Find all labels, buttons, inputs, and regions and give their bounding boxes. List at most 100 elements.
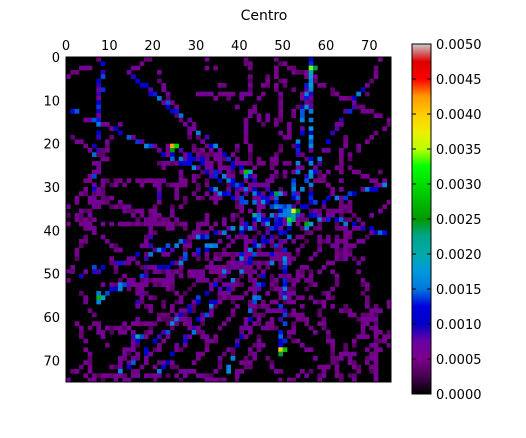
heatmap-cell xyxy=(204,373,210,379)
heatmap-cell xyxy=(304,230,310,236)
heatmap-cell xyxy=(222,191,227,197)
heatmap-cell xyxy=(287,65,292,71)
heatmap-cell xyxy=(347,312,353,318)
heatmap-cell xyxy=(74,109,80,114)
heatmap-cell xyxy=(113,126,119,132)
heatmap-cell xyxy=(386,304,392,309)
heatmap-cell xyxy=(365,295,370,301)
heatmap-cell xyxy=(196,317,201,322)
heatmap-cell xyxy=(252,200,258,205)
heatmap-cell xyxy=(152,377,158,383)
heatmap-cell xyxy=(226,347,232,353)
heatmap-cell xyxy=(235,377,240,383)
heatmap-cell xyxy=(343,139,349,145)
heatmap-cell xyxy=(321,178,327,184)
heatmap-cell xyxy=(204,213,210,218)
heatmap-cell xyxy=(226,156,232,162)
heatmap-cell xyxy=(79,208,84,214)
heatmap-cell xyxy=(183,247,188,253)
heatmap-cell xyxy=(308,70,314,75)
heatmap-cell xyxy=(161,87,167,93)
heatmap-cell xyxy=(313,282,318,288)
heatmap-cell xyxy=(235,373,240,379)
heatmap-cell xyxy=(191,174,197,179)
heatmap-cell xyxy=(230,91,236,97)
heatmap-cell xyxy=(230,239,236,244)
heatmap-cell xyxy=(213,334,219,340)
heatmap-cell xyxy=(282,61,288,67)
heatmap-cell xyxy=(352,100,357,106)
heatmap-cell xyxy=(191,369,197,374)
heatmap-cell xyxy=(191,126,197,132)
heatmap-cell xyxy=(196,156,201,162)
heatmap-cell xyxy=(170,182,175,188)
heatmap-cell xyxy=(261,269,266,275)
heatmap-cell xyxy=(282,265,288,270)
heatmap-cell xyxy=(209,304,214,309)
heatmap-cell xyxy=(235,156,240,162)
heatmap-cell xyxy=(70,109,76,114)
heatmap-cell xyxy=(265,304,271,309)
heatmap-cell xyxy=(191,273,197,279)
heatmap-cell xyxy=(178,369,184,374)
heatmap-cell xyxy=(100,334,106,340)
heatmap-cell xyxy=(113,377,119,383)
heatmap-cell xyxy=(196,373,201,379)
heatmap-cell xyxy=(113,260,119,266)
heatmap-cell xyxy=(300,269,305,275)
heatmap-cell xyxy=(282,221,288,227)
heatmap-cell xyxy=(347,308,353,314)
heatmap-cell xyxy=(100,200,106,205)
heatmap-cell xyxy=(313,208,318,214)
heatmap-cell xyxy=(365,347,370,353)
heatmap-cell xyxy=(157,265,162,270)
heatmap-cell xyxy=(243,239,249,244)
heatmap-cell xyxy=(83,187,89,192)
heatmap-cell xyxy=(352,312,357,318)
heatmap-cell xyxy=(122,273,128,279)
heatmap-cell xyxy=(243,117,249,123)
heatmap-cell xyxy=(317,247,323,253)
heatmap-cell xyxy=(79,65,84,71)
heatmap-cell xyxy=(282,321,288,327)
heatmap-cell xyxy=(278,213,284,218)
heatmap-cell xyxy=(113,178,119,184)
heatmap-cell xyxy=(109,195,115,201)
heatmap-cell xyxy=(135,282,141,288)
heatmap-cell xyxy=(308,143,314,149)
heatmap-cell xyxy=(326,239,331,244)
heatmap-cell xyxy=(161,265,167,270)
heatmap-cell xyxy=(135,317,141,322)
heatmap-cell xyxy=(274,195,279,201)
heatmap-cell xyxy=(152,364,158,370)
heatmap-cell xyxy=(330,269,336,275)
heatmap-cell xyxy=(230,265,236,270)
heatmap-cell xyxy=(204,143,210,149)
heatmap-cell xyxy=(347,165,353,171)
heatmap-cell xyxy=(256,321,262,327)
heatmap-cell xyxy=(356,143,362,149)
heatmap-cell xyxy=(187,126,193,132)
heatmap-cell xyxy=(178,113,184,119)
heatmap-cell xyxy=(148,321,154,327)
heatmap-cell xyxy=(330,213,336,218)
colorbar-tick-label: 0.0000 xyxy=(436,388,482,403)
heatmap-cell xyxy=(365,234,370,240)
heatmap-cell xyxy=(278,295,284,301)
heatmap-cell xyxy=(87,208,93,214)
heatmap-cell xyxy=(213,265,219,270)
heatmap-cell xyxy=(256,195,262,201)
heatmap-cell xyxy=(165,161,171,166)
heatmap-cell xyxy=(209,312,214,318)
heatmap-cell xyxy=(334,252,340,257)
heatmap-cell xyxy=(295,252,301,257)
heatmap-cell xyxy=(209,143,214,149)
heatmap-cell xyxy=(356,104,362,110)
heatmap-cell xyxy=(239,334,245,340)
heatmap-cell xyxy=(382,126,388,132)
heatmap-cell xyxy=(304,317,310,322)
heatmap-cell xyxy=(248,182,253,188)
heatmap-cell xyxy=(92,269,97,275)
heatmap-cell xyxy=(334,165,340,171)
heatmap-cell xyxy=(152,269,158,275)
